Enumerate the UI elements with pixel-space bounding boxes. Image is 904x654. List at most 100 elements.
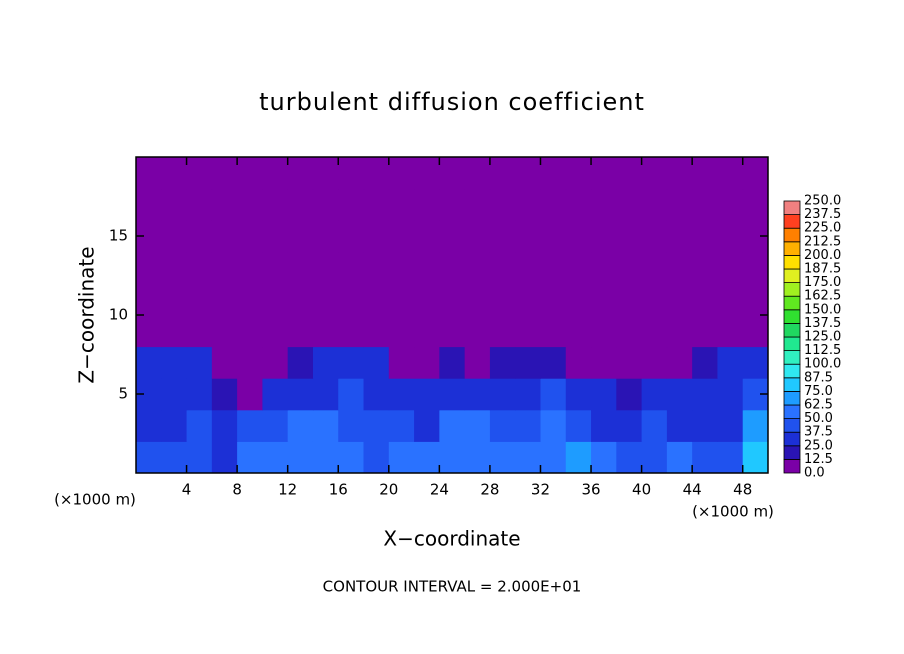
field-cell [540, 409, 567, 442]
field-cell [464, 188, 491, 221]
field-cell [136, 346, 162, 379]
field-cell [742, 188, 769, 221]
field-cell [464, 346, 491, 379]
field-cell [515, 188, 541, 221]
field-cell [540, 220, 567, 253]
colorbar-label: 12.5 [804, 452, 833, 467]
field-cell [742, 441, 769, 474]
field-cell [363, 441, 390, 474]
colorbar-label: 200.0 [804, 248, 841, 263]
field-cell [136, 441, 162, 474]
field-cell [489, 220, 516, 253]
field-cell [211, 220, 238, 253]
field-cell [161, 157, 188, 190]
field-cell [287, 157, 314, 190]
field-cell [338, 251, 365, 284]
field-cell [211, 157, 238, 190]
x-tick-label: 40 [632, 481, 651, 499]
field-cell [641, 441, 668, 474]
field-cell [287, 220, 314, 253]
field-cell [616, 315, 643, 348]
field-cell [464, 378, 491, 411]
colorbar-label: 150.0 [804, 302, 841, 317]
field-cell [363, 157, 390, 190]
field-cell [439, 188, 466, 221]
field-cell [312, 188, 339, 221]
field-cell [211, 188, 238, 221]
field-cell [464, 441, 491, 474]
field-cell [616, 220, 643, 253]
field-cell [388, 251, 415, 284]
field-cell [312, 346, 339, 379]
field-cell [489, 346, 516, 379]
field-cell [489, 315, 516, 348]
field-cell [161, 188, 188, 221]
contour-note: CONTOUR INTERVAL = 2.000E+01 [323, 578, 582, 596]
x-tick-label: 8 [232, 481, 242, 499]
field-cell [161, 315, 188, 348]
field-cell [515, 251, 541, 284]
field-cell [186, 220, 213, 253]
colorbar-label: 162.5 [804, 289, 841, 304]
field-cell [439, 220, 466, 253]
colorbar-box [783, 458, 801, 474]
field-cell [262, 283, 289, 316]
field-cell [565, 315, 592, 348]
field-cell [161, 251, 188, 284]
field-cell [666, 378, 693, 411]
field-cell [136, 315, 162, 348]
field-cell [641, 220, 668, 253]
field-cell [692, 157, 718, 190]
colorbar-box [783, 431, 801, 447]
field-cell [211, 346, 238, 379]
field-cell [717, 220, 744, 253]
colorbar-box [783, 295, 801, 311]
field-cell [591, 220, 617, 253]
field-cell [414, 315, 440, 348]
field-cell [666, 346, 693, 379]
field-cell [287, 315, 314, 348]
y-axis-label: Z−coordinate [75, 246, 99, 383]
field-cell [439, 441, 466, 474]
field-cell [742, 251, 769, 284]
colorbar-box [783, 227, 801, 243]
field-cell [742, 409, 769, 442]
field-cell [237, 283, 263, 316]
field-cell [616, 188, 643, 221]
field-cell [388, 346, 415, 379]
field-cell [717, 409, 744, 442]
field-cell [717, 441, 744, 474]
field-cell [565, 188, 592, 221]
field-cell [641, 346, 668, 379]
colorbar-label: 250.0 [804, 194, 841, 209]
x-unit-label: (×1000 m) [692, 503, 774, 521]
field-cell [388, 441, 415, 474]
x-tick-label: 28 [480, 481, 499, 499]
chart-title: turbulent diffusion coefficient [259, 88, 645, 116]
field-cell [666, 157, 693, 190]
field-cell [565, 251, 592, 284]
field-cell [287, 378, 314, 411]
field-cell [591, 283, 617, 316]
field-cell [591, 378, 617, 411]
colorbar-box [783, 336, 801, 352]
field-cell [312, 157, 339, 190]
field-cell [489, 283, 516, 316]
x-tick-label: 32 [531, 481, 550, 499]
field-cell [489, 251, 516, 284]
field-cell [363, 188, 390, 221]
field-cell [540, 315, 567, 348]
field-cell [515, 220, 541, 253]
colorbar-box [783, 241, 801, 256]
field-cell [211, 315, 238, 348]
field-cell [692, 378, 718, 411]
field-cell [565, 409, 592, 442]
field-cell [515, 346, 541, 379]
field-cell [211, 283, 238, 316]
colorbar-label: 100.0 [804, 357, 841, 372]
field-cell [515, 283, 541, 316]
field-cell [464, 409, 491, 442]
field-cell [641, 188, 668, 221]
field-cell [464, 283, 491, 316]
field-cell [540, 346, 567, 379]
